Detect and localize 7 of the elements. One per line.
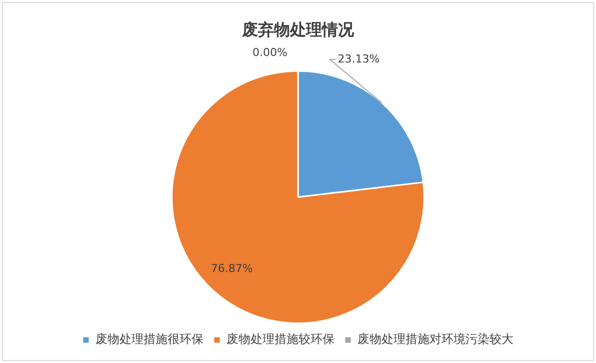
data-label: 23.13%: [338, 52, 380, 66]
legend-label: 废物处理措施对环境污染较大: [358, 332, 514, 346]
legend-label: 废物处理措施很环保: [96, 332, 204, 346]
chart-title: 废弃物处理情况: [241, 20, 355, 39]
legend-label: 废物处理措施较环保: [226, 332, 334, 346]
data-label: 76.87%: [210, 262, 253, 275]
text: 0.00%: [252, 46, 288, 60]
